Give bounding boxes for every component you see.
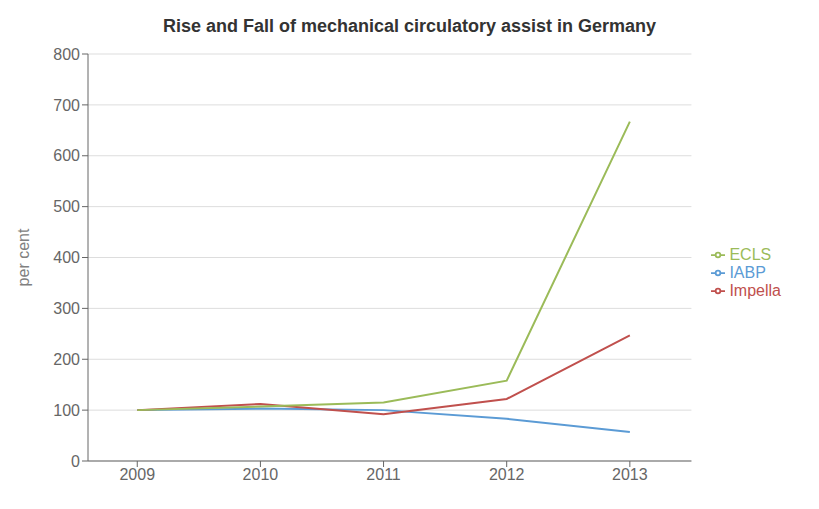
- svg-text:2009: 2009: [119, 466, 155, 483]
- svg-text:600: 600: [53, 147, 80, 164]
- svg-text:2011: 2011: [366, 466, 401, 483]
- svg-text:2010: 2010: [243, 466, 279, 483]
- html-text:Rise and Fall of mechanical ci: Rise and Fall of mechanical circulatory …: [162, 16, 657, 36]
- html-text:IABP: IABP: [729, 263, 766, 281]
- html-text:Impella: Impella: [729, 281, 781, 299]
- svg-text:800: 800: [53, 46, 80, 63]
- svg-text:0: 0: [71, 453, 80, 470]
- svg-text:200: 200: [53, 351, 80, 368]
- svg-text:700: 700: [53, 97, 80, 114]
- svg-text:300: 300: [53, 300, 80, 317]
- html-text:ECLS: ECLS: [729, 245, 772, 263]
- svg-text:per cent: per cent: [15, 228, 32, 286]
- svg-text:100: 100: [53, 402, 80, 419]
- svg-text:2012: 2012: [489, 466, 525, 483]
- svg-text:500: 500: [53, 198, 80, 215]
- svg-text:400: 400: [53, 249, 80, 266]
- svg-text:2013: 2013: [612, 466, 648, 483]
